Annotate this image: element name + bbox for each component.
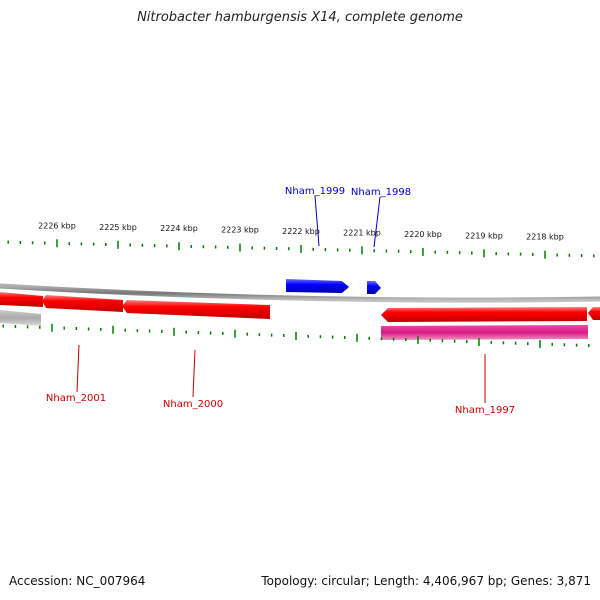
scale-label: 2224 kbp (160, 224, 198, 233)
rna-feature[interactable] (381, 325, 588, 340)
label-nham-1998[interactable]: Nham_1998 (351, 187, 411, 198)
scale-label: 2223 kbp (221, 226, 259, 235)
scale-label: 2218 kbp (526, 233, 564, 242)
map-title: Nitrobacter hamburgensis X14, complete g… (137, 10, 463, 25)
leader-nham-2001 (76, 344, 80, 393)
gene-partial-right[interactable] (588, 307, 600, 320)
scale-label: 2220 kbp (404, 230, 442, 239)
misc-feature-left[interactable] (0, 310, 41, 326)
label-nham-2000[interactable]: Nham_2000 (163, 399, 223, 410)
gene-nham-1997[interactable] (381, 307, 587, 322)
scale-label: 2225 kbp (99, 223, 137, 232)
genome-backbone (0, 283, 600, 303)
scale-label: 2221 kbp (343, 228, 381, 237)
label-nham-1997[interactable]: Nham_1997 (455, 405, 515, 416)
gene-nham-2001[interactable] (42, 295, 123, 312)
inner-scale-ticks (2, 323, 590, 348)
leader-nham-1998 (373, 196, 381, 248)
scale-label: 2219 kbp (465, 231, 503, 240)
accession-text: Accession: NC_007964 (9, 574, 146, 588)
label-nham-1999[interactable]: Nham_1999 (285, 186, 345, 197)
outer-scale-ticks (7, 239, 595, 259)
gene-partial-left[interactable] (0, 292, 43, 307)
gene-nham-2000[interactable] (122, 300, 270, 319)
scale-labels: 2226 kbp 2225 kbp 2224 kbp 2223 kbp 2222 kbp… (38, 221, 564, 241)
genome-summary-text: Topology: circular; Length: 4,406,967 bp… (261, 574, 591, 588)
label-nham-2001[interactable]: Nham_2001 (46, 393, 106, 404)
gene-nham-1998[interactable] (367, 281, 381, 294)
leader-nham-2000 (192, 349, 196, 398)
scale-label: 2222 kbp (282, 227, 320, 236)
scale-label: 2226 kbp (38, 221, 76, 230)
leader-nham-1999 (314, 195, 320, 247)
gene-nham-1999[interactable] (286, 279, 349, 293)
